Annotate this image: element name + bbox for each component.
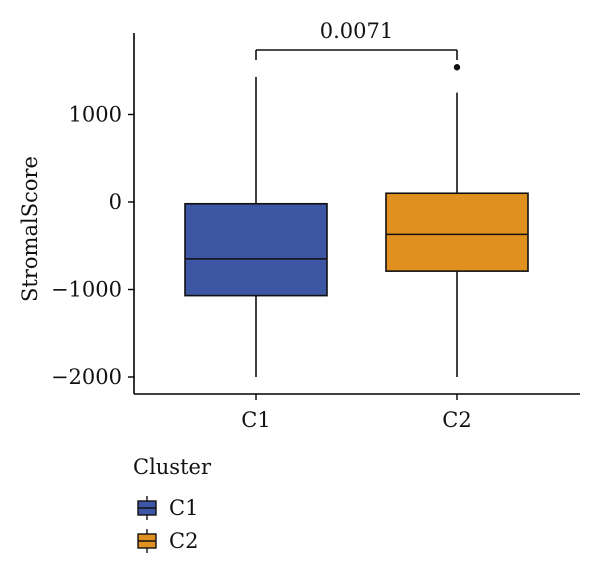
y-tick-label: 1000 bbox=[69, 103, 122, 127]
p-value-label: 0.0071 bbox=[320, 19, 393, 43]
y-tick-label: 0 bbox=[109, 190, 122, 214]
legend-label: C1 bbox=[169, 496, 198, 520]
x-tick-label: C1 bbox=[241, 408, 270, 432]
legend: Cluster C1 C2 bbox=[133, 455, 212, 553]
legend-title: Cluster bbox=[133, 455, 212, 479]
comparison-bracket: 0.0071 bbox=[255, 19, 458, 60]
box-c1 bbox=[184, 76, 328, 377]
outlier-point bbox=[453, 64, 461, 71]
legend-item-c1: C1 bbox=[137, 496, 198, 520]
box-body bbox=[385, 192, 529, 272]
box-c2 bbox=[385, 64, 529, 377]
plot-area: 1000 0 −1000 −2000 C1 C2 0.0071 bbox=[51, 19, 580, 432]
legend-label: C2 bbox=[169, 529, 198, 553]
y-axis-title: StromalScore bbox=[18, 156, 42, 302]
x-tick-label: C2 bbox=[442, 408, 471, 432]
y-tick-label: −1000 bbox=[51, 278, 122, 302]
box-body bbox=[184, 202, 328, 297]
y-tick-label: −2000 bbox=[51, 365, 122, 389]
legend-item-c2: C2 bbox=[137, 529, 198, 553]
